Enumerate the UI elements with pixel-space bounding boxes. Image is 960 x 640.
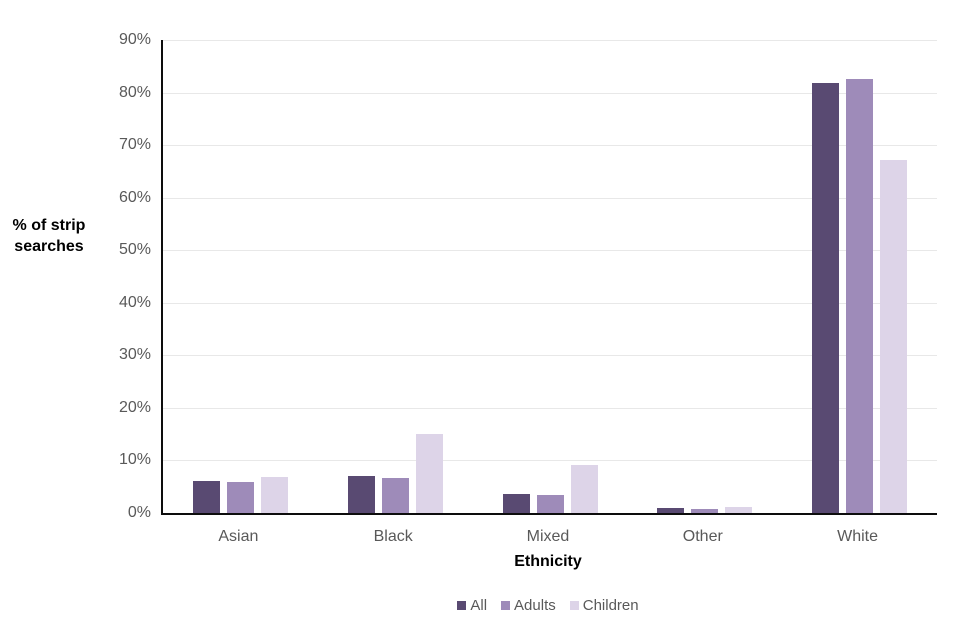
y-tick-label-80: 80% — [118, 83, 151, 101]
plot-area — [161, 40, 937, 515]
gridline-80 — [163, 92, 937, 94]
legend-label-adults: Adults — [514, 597, 556, 614]
bar-black-all — [348, 476, 375, 513]
bar-asian-children — [261, 476, 288, 513]
bar-other-all — [657, 508, 684, 513]
y-tick-label-90: 90% — [118, 31, 151, 48]
chart-legend: All Adults Children — [161, 597, 935, 614]
bar-asian-adults — [227, 482, 254, 513]
legend-item-all: All — [457, 597, 487, 614]
legend-marker-all — [457, 601, 467, 610]
legend-label-children: Children — [582, 597, 639, 614]
gridline-70 — [163, 145, 937, 147]
y-tick-label-30: 30% — [118, 346, 151, 364]
y-tick-label-60: 60% — [118, 188, 151, 206]
bar-white-adults — [846, 79, 873, 513]
x-axis-title: Ethnicity — [514, 553, 582, 570]
bar-black-adults — [382, 478, 409, 513]
bar-white-children — [880, 159, 907, 513]
gridline-50 — [163, 250, 937, 252]
x-category-label-other: Other — [682, 528, 723, 545]
y-tick-label-40: 40% — [118, 293, 151, 311]
y-tick-label-10: 10% — [118, 451, 151, 469]
y-axis-title: % of strip searches — [12, 217, 86, 255]
gridline-10 — [163, 460, 937, 462]
bar-other-children — [725, 506, 752, 513]
x-category-label-black: Black — [373, 528, 413, 545]
legend-item-children: Children — [569, 597, 639, 614]
bar-asian-all — [193, 481, 220, 513]
legend-label-all: All — [470, 597, 488, 614]
bar-mixed-all — [503, 494, 530, 513]
bar-white-all — [812, 82, 839, 513]
gridline-90 — [163, 40, 937, 41]
gridline-60 — [163, 197, 937, 199]
x-category-label-mixed: Mixed — [526, 528, 570, 545]
y-tick-label-50: 50% — [118, 241, 151, 259]
bar-other-adults — [691, 508, 718, 513]
bar-mixed-children — [571, 465, 598, 513]
gridline-40 — [163, 302, 937, 304]
y-tick-label-70: 70% — [118, 136, 151, 154]
gridline-30 — [163, 355, 937, 357]
x-category-label-asian: Asian — [218, 528, 259, 545]
bar-mixed-adults — [537, 495, 564, 513]
legend-marker-children — [569, 601, 579, 610]
legend-marker-adults — [501, 601, 511, 610]
y-axis-ticks: 0% 10% 20% 30% 40% 50% 60% 70% 80% 90% — [0, 31, 151, 521]
y-tick-label-0: 0% — [127, 504, 151, 521]
bar-black-children — [416, 433, 443, 513]
gridline-20 — [163, 407, 937, 409]
y-tick-label-20: 20% — [118, 398, 151, 416]
legend-item-adults: Adults — [501, 597, 556, 614]
x-axis-category-labels: Asian Black Mixed Other White — [161, 528, 935, 548]
x-category-label-white: White — [837, 528, 879, 545]
